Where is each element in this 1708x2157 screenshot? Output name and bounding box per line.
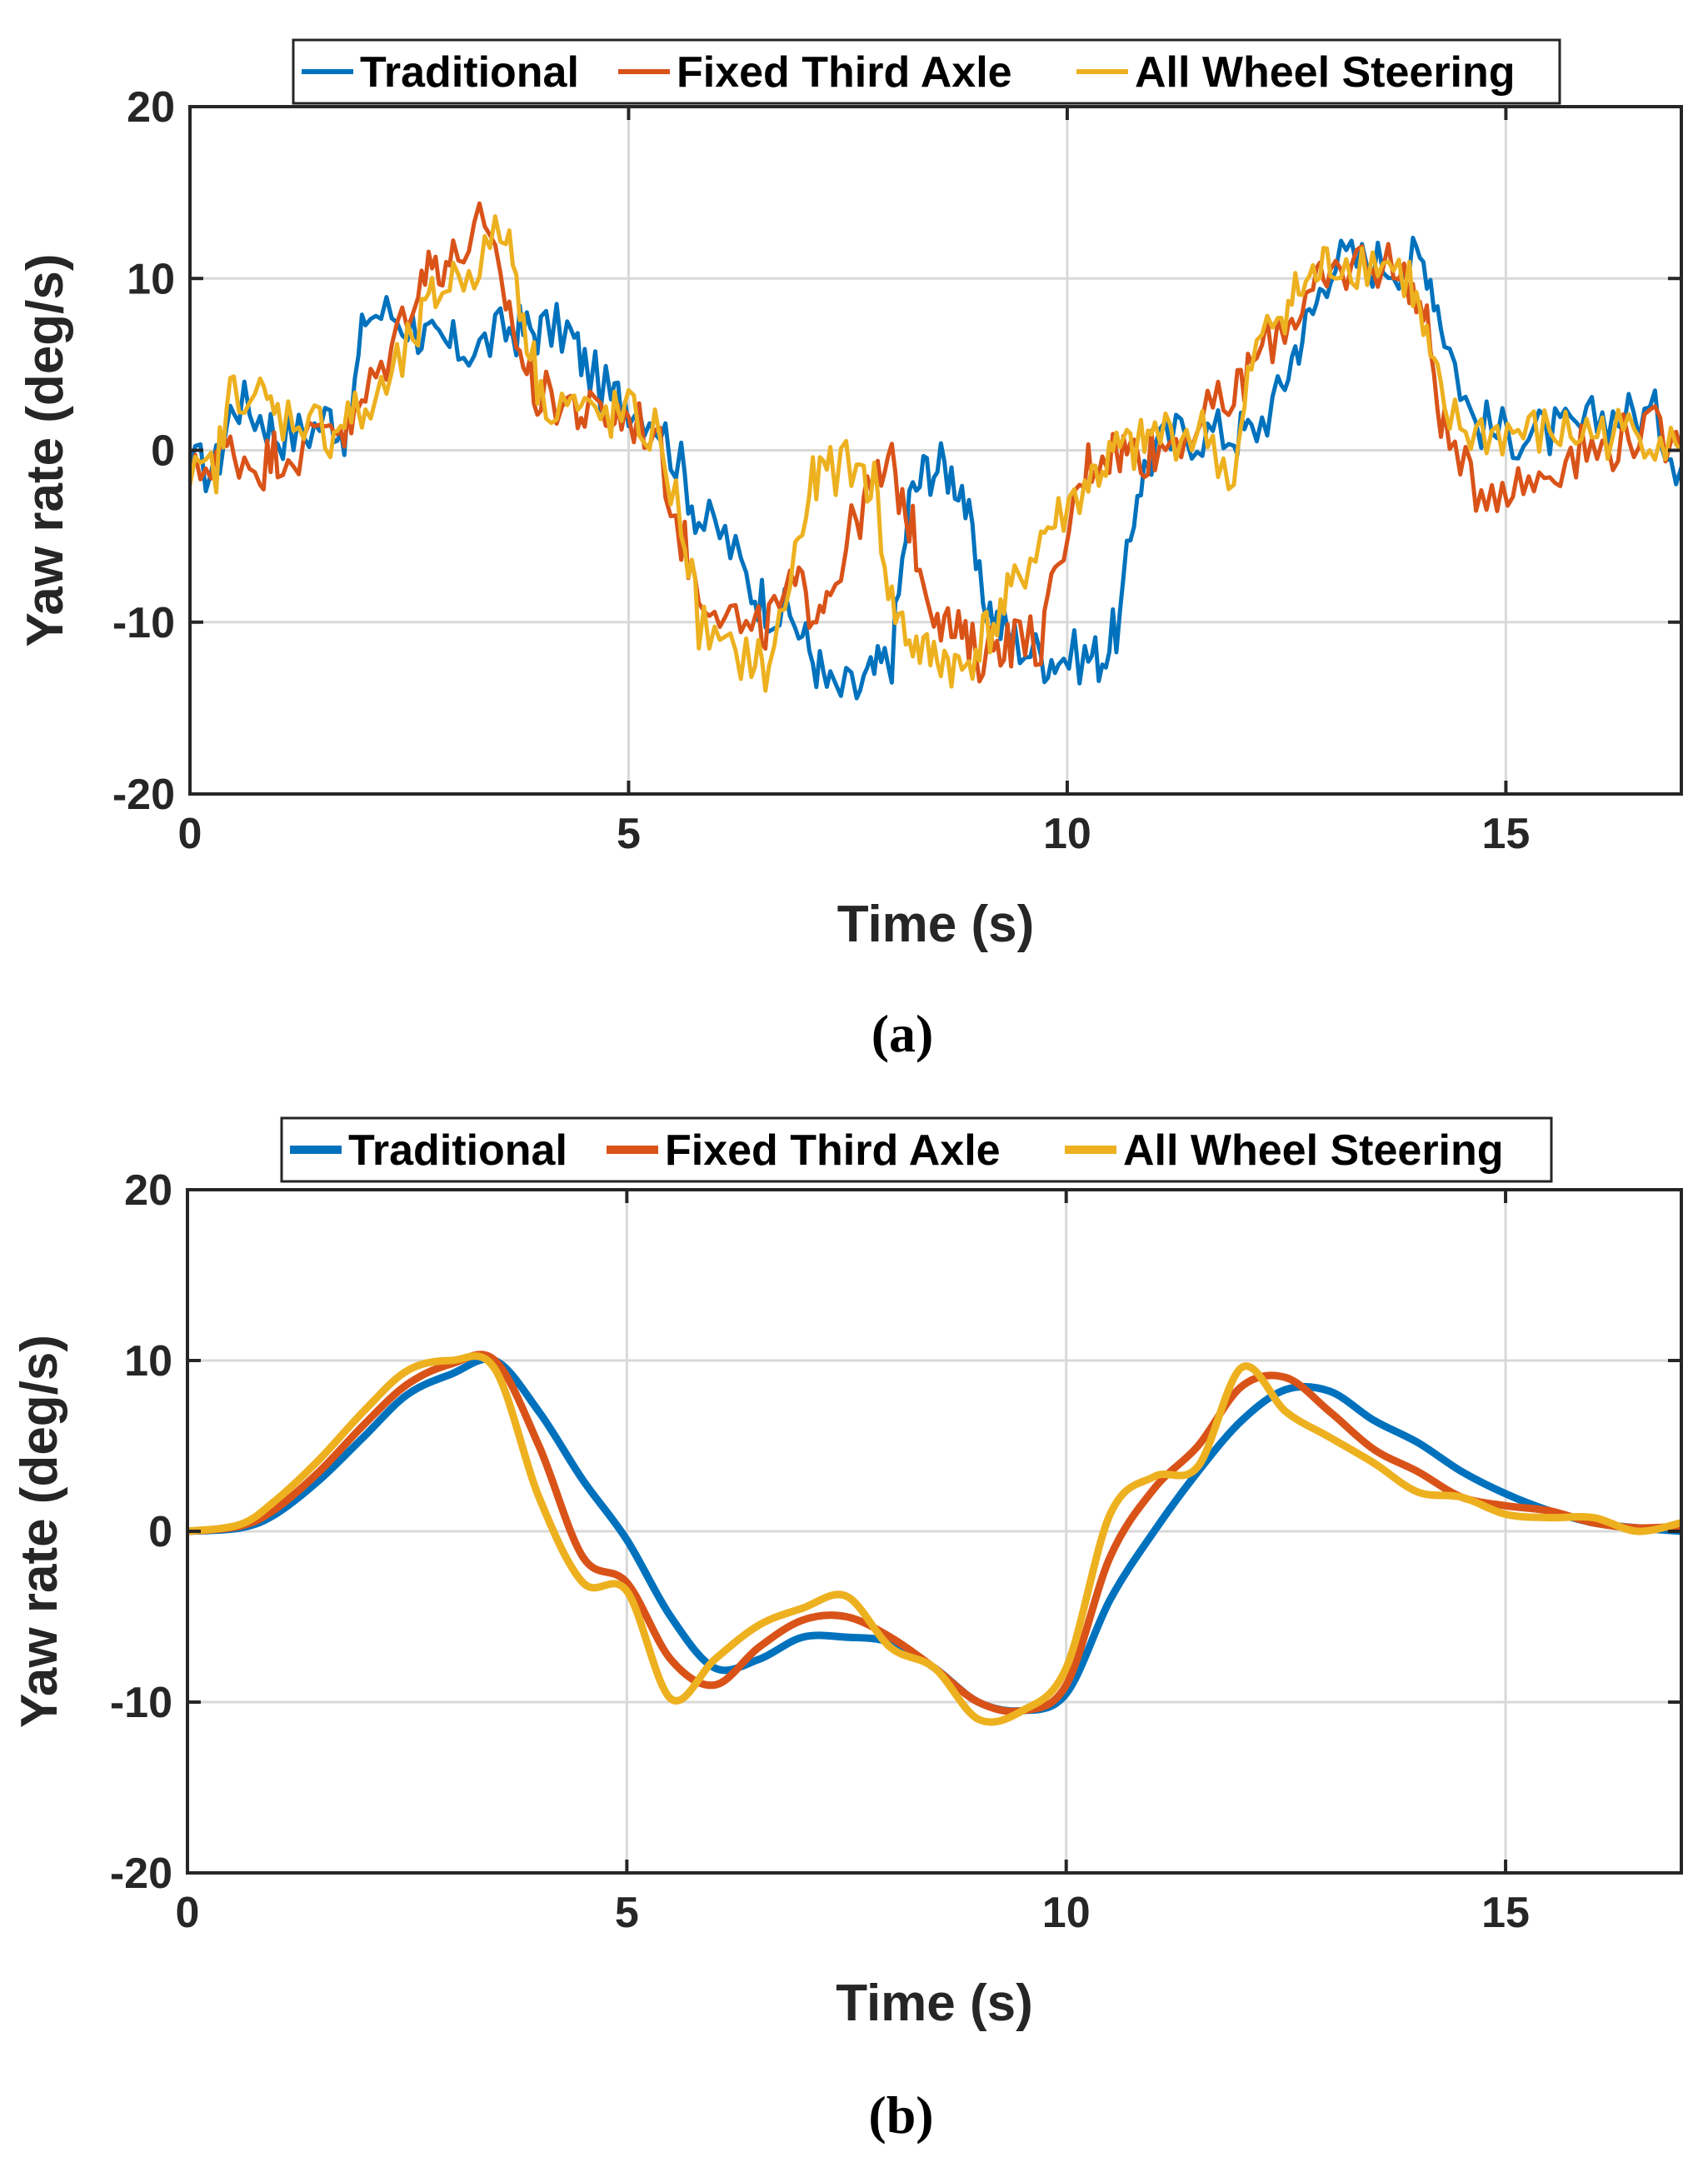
x-tick-label: 15 [1481, 1889, 1530, 1937]
legend-box [280, 1116, 1553, 1183]
x-tick-label: 10 [1042, 1889, 1091, 1937]
y-tick-label: -20 [112, 771, 175, 819]
legend: Traditional Fixed Third Axle All Wheel Ste… [292, 38, 1561, 105]
legend: Traditional Fixed Third Axle All Wheel Ste… [280, 1116, 1553, 1183]
y-tick-label: 20 [127, 83, 175, 132]
y-tick-label: 0 [148, 1508, 172, 1556]
x-tick-label: 5 [617, 810, 641, 858]
y-axis-label: Yaw rate (deg/s) [11, 1335, 68, 1728]
y-tick-label: 0 [151, 427, 175, 476]
legend-label: All Wheel Steering [1123, 1126, 1504, 1175]
x-axis-label: Time (s) [837, 896, 1035, 953]
x-tick-label: 15 [1481, 810, 1530, 858]
y-tick-label: -10 [112, 599, 175, 647]
chart-panel-a: 0 5 10 15 -20 -10 0 10 20 Time (s) Yaw rate (deg/s… [17, 38, 1683, 1063]
x-tick-label: 5 [615, 1889, 639, 1937]
legend-label: Traditional [360, 48, 579, 97]
y-tick-label: -20 [110, 1850, 172, 1898]
y-tick-label: -10 [110, 1679, 172, 1727]
chart-panel-b: 0 5 10 15 -20 -10 0 10 20 Time (s) Yaw rate (deg/s… [11, 1116, 1683, 2145]
x-axis-label: Time (s) [836, 1975, 1033, 2032]
y-tick-label: 20 [124, 1166, 172, 1215]
x-tick-label: 0 [178, 810, 202, 858]
panel-caption: (b) [868, 2085, 933, 2145]
legend-label: All Wheel Steering [1135, 48, 1516, 97]
y-tick-label: 10 [124, 1337, 172, 1386]
series-line-all-wheel-steering [187, 1352, 1681, 1726]
panel-caption: (a) [871, 1004, 934, 1063]
legend-label: Fixed Third Axle [677, 48, 1012, 97]
legend-label: Fixed Third Axle [665, 1126, 1001, 1175]
legend-label: Traditional [348, 1126, 567, 1175]
legend-box [292, 38, 1561, 105]
x-tick-label: 0 [176, 1889, 200, 1937]
series-line-all-wheel-steering [190, 214, 1681, 693]
y-tick-label: 10 [127, 255, 175, 303]
x-tick-label: 10 [1043, 810, 1091, 858]
y-axis-label: Yaw rate (deg/s) [17, 253, 74, 647]
